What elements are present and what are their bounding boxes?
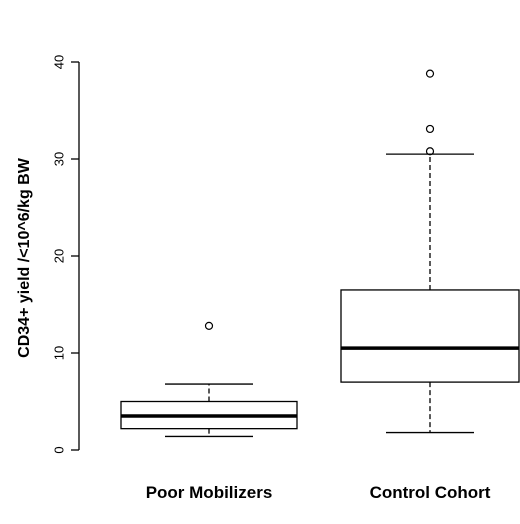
outlier-point xyxy=(204,321,214,330)
outlier-point xyxy=(425,124,435,134)
category-labels: Poor Mobilizers Control Cohort xyxy=(146,483,491,502)
y-tick-label: 30 xyxy=(52,152,67,166)
category-label: Control Cohort xyxy=(370,483,491,502)
y-tick-label: 10 xyxy=(52,346,67,360)
y-tick-label: 20 xyxy=(52,249,67,263)
category-label: Poor Mobilizers xyxy=(146,483,273,502)
y-tick-label: 0 xyxy=(52,446,67,453)
outlier-point xyxy=(425,147,435,156)
y-axis: 0 10 20 30 40 xyxy=(52,55,80,454)
iqr-box xyxy=(340,289,520,383)
box-layer xyxy=(120,69,520,438)
y-tick-label: 40 xyxy=(52,55,67,69)
box-control-cohort xyxy=(340,69,520,434)
outlier-point xyxy=(425,69,435,78)
box-poor-mobilizers xyxy=(120,321,298,438)
y-axis-title: CD34+ yield /<10^6/kg BW xyxy=(16,157,33,358)
